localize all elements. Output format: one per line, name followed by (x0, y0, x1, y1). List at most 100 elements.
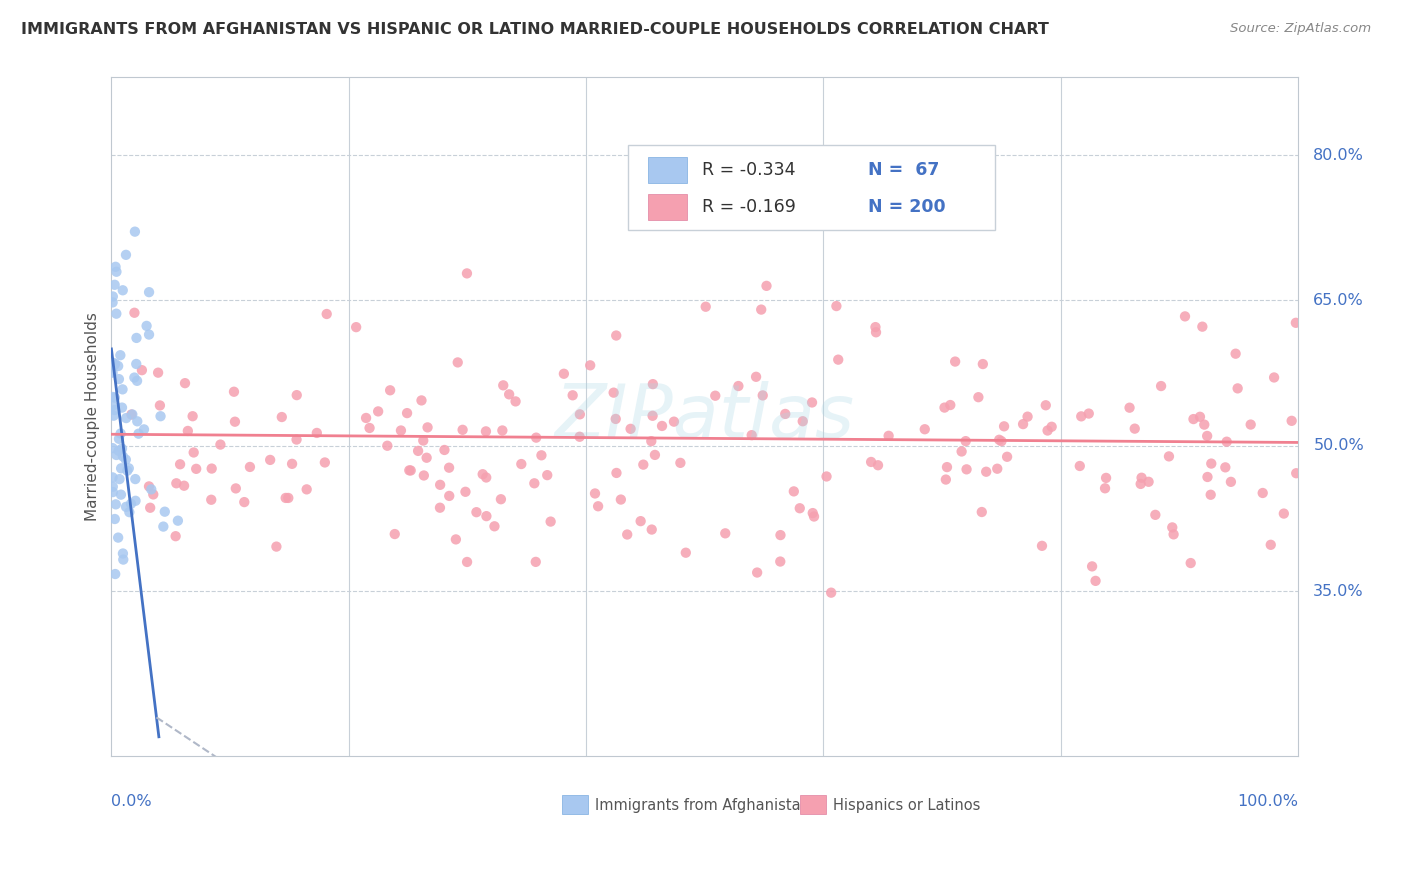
Point (118, 505, 141, 519)
Point (174, 376, 197, 391)
Point (475, 509, 498, 524)
Point (860, 455, 883, 469)
Point (101, 295, 124, 310)
Point (1012, 417, 1035, 431)
Point (141, 483, 163, 497)
Point (616, 527, 638, 541)
Point (104, 391, 127, 405)
Point (1035, 398, 1057, 412)
Point (1219, 475, 1241, 489)
Point (200, 492, 222, 507)
Point (986, 461, 1008, 475)
Point (995, 450, 1018, 464)
Point (602, 385, 624, 400)
Point (568, 430, 591, 444)
Point (970, 505, 993, 519)
Point (974, 465, 997, 479)
Point (789, 501, 811, 516)
Point (769, 555, 792, 569)
Point (1118, 401, 1140, 415)
Point (475, 470, 498, 484)
Text: R = -0.169: R = -0.169 (702, 198, 796, 216)
Point (104, 512, 127, 526)
Point (498, 387, 520, 401)
Point (201, 461, 224, 475)
Point (523, 476, 546, 491)
Text: 80.0%: 80.0% (1313, 147, 1364, 162)
Point (1036, 424, 1059, 438)
Point (125, 331, 148, 345)
Point (583, 486, 606, 500)
Point (641, 523, 664, 537)
Point (967, 390, 990, 404)
Point (1150, 379, 1173, 393)
Point (354, 411, 377, 425)
Point (1069, 458, 1091, 473)
Point (315, 307, 337, 321)
Point (177, 424, 200, 438)
Point (359, 421, 381, 435)
Point (936, 460, 959, 475)
Bar (648, 194, 686, 220)
Point (104, 260, 127, 274)
Point (714, 526, 737, 541)
Point (1129, 477, 1152, 491)
Point (101, 289, 124, 303)
Point (209, 437, 232, 451)
Point (561, 388, 583, 402)
Point (108, 372, 131, 386)
Point (934, 401, 956, 415)
Point (586, 500, 609, 514)
Point (630, 514, 652, 528)
Point (605, 328, 627, 343)
Point (285, 433, 308, 447)
Point (105, 448, 128, 462)
Point (1240, 417, 1263, 432)
Point (124, 493, 146, 508)
Point (120, 408, 142, 422)
Text: 0.0%: 0.0% (111, 794, 152, 808)
Point (747, 566, 769, 580)
Point (801, 506, 824, 520)
Point (454, 484, 477, 499)
Point (1225, 347, 1247, 361)
Point (1201, 457, 1223, 471)
Point (344, 320, 367, 334)
Point (110, 461, 132, 475)
Point (530, 448, 553, 462)
Point (128, 426, 150, 441)
Point (111, 383, 134, 397)
Text: ZIPatlas: ZIPatlas (554, 381, 855, 453)
Point (1285, 467, 1308, 481)
Point (378, 384, 401, 398)
Point (641, 409, 664, 423)
Point (865, 320, 887, 334)
Point (152, 519, 174, 533)
Point (540, 515, 562, 529)
Point (314, 455, 336, 469)
Point (1123, 422, 1146, 436)
Text: 35.0%: 35.0% (1313, 584, 1364, 599)
Point (239, 459, 262, 474)
Point (167, 514, 190, 528)
Point (510, 457, 533, 471)
Point (1197, 470, 1219, 484)
Point (943, 354, 966, 368)
Point (1081, 559, 1104, 574)
Point (367, 404, 389, 418)
Point (398, 463, 420, 477)
Point (669, 456, 692, 470)
Point (1226, 381, 1249, 395)
Point (972, 357, 994, 371)
Point (755, 278, 778, 293)
Point (111, 547, 134, 561)
Point (553, 367, 575, 381)
Point (695, 300, 717, 314)
Point (1272, 507, 1295, 521)
Point (274, 491, 297, 505)
Point (1040, 419, 1063, 434)
Point (139, 500, 162, 515)
Point (224, 415, 246, 429)
Point (955, 434, 977, 449)
Text: 65.0%: 65.0% (1313, 293, 1364, 308)
